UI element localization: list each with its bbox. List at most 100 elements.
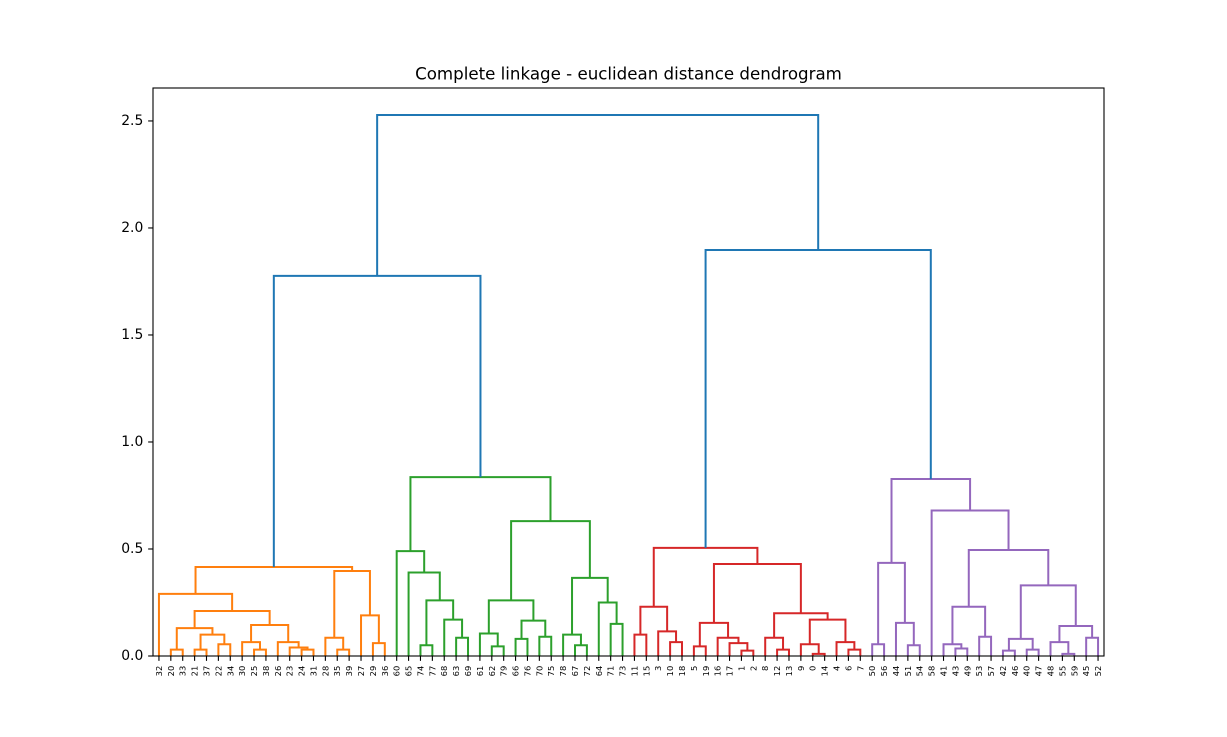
leaf-label: 50 bbox=[867, 666, 877, 677]
dendrogram-link bbox=[978, 635, 993, 656]
leaf-label: 19 bbox=[701, 666, 711, 677]
leaf-label: 0 bbox=[808, 666, 818, 671]
dendrogram-link bbox=[455, 636, 470, 656]
dendrogram-link bbox=[597, 601, 618, 656]
leaf-label: 58 bbox=[927, 666, 937, 677]
leaf-label: 59 bbox=[1069, 666, 1079, 677]
y-tick-label: 1.0 bbox=[121, 434, 143, 450]
y-tick-label: 2.5 bbox=[121, 113, 143, 129]
leaf-label: 29 bbox=[368, 666, 378, 677]
leaf-label: 57 bbox=[986, 666, 996, 677]
leaf-label: 31 bbox=[308, 666, 318, 677]
leaf-label: 55 bbox=[1057, 666, 1067, 677]
x-axis: 32 20 33 21 37 22 34 30 25 38 26 23 24 31 28 35 39 27 29 36… bbox=[154, 656, 1103, 676]
leaf-label: 45 bbox=[1081, 666, 1091, 677]
dendrogram-link bbox=[712, 562, 802, 623]
dendrogram-link bbox=[967, 549, 1050, 607]
leaf-label: 2 bbox=[748, 666, 758, 671]
dendrogram-link bbox=[652, 546, 759, 607]
dendrogram-link bbox=[1085, 636, 1100, 656]
leaf-label: 70 bbox=[534, 666, 544, 677]
leaf-label: 41 bbox=[939, 666, 949, 677]
leaf-label: 5 bbox=[689, 666, 699, 671]
dendrogram-link bbox=[487, 599, 535, 634]
dendrogram-link bbox=[669, 641, 683, 656]
leaf-label: 75 bbox=[546, 666, 556, 677]
leaf-label: 17 bbox=[725, 666, 735, 677]
leaf-label: 62 bbox=[487, 666, 497, 677]
leaf-label: 35 bbox=[332, 666, 342, 677]
dendrogram-link bbox=[194, 565, 354, 594]
leaf-label: 44 bbox=[891, 666, 901, 677]
leaf-label: 16 bbox=[713, 666, 723, 677]
dendrogram-link bbox=[1019, 584, 1077, 639]
leaf-label: 26 bbox=[273, 666, 283, 677]
dendrogram-link bbox=[942, 643, 963, 656]
leaf-label: 48 bbox=[1046, 666, 1056, 677]
leaf-label: 13 bbox=[784, 666, 794, 677]
dendrogram-link bbox=[336, 648, 351, 656]
leaf-label: 22 bbox=[213, 666, 223, 677]
leaf-label: 27 bbox=[356, 666, 366, 677]
dendrogram-link bbox=[419, 644, 434, 656]
leaf-label: 33 bbox=[178, 666, 188, 677]
dendrogram-link bbox=[906, 644, 921, 656]
dendrogram-link bbox=[409, 476, 552, 552]
y-tick-label: 0.5 bbox=[121, 541, 143, 557]
leaf-label: 52 bbox=[1093, 666, 1103, 677]
dendrogram-link bbox=[951, 605, 987, 645]
leaf-label: 15 bbox=[641, 666, 651, 677]
dendrogram-link bbox=[514, 637, 529, 656]
dendrogram-link bbox=[704, 249, 932, 548]
leaf-label: 18 bbox=[677, 666, 687, 677]
dendrogram-link bbox=[510, 520, 591, 601]
dendrogram-link bbox=[930, 509, 1010, 656]
leaf-label: 54 bbox=[915, 666, 925, 677]
leaf-label: 40 bbox=[1022, 666, 1032, 677]
leaf-label: 79 bbox=[499, 666, 509, 677]
dendrogram-link bbox=[360, 614, 380, 656]
dendrogram-link bbox=[333, 570, 371, 638]
dendrogram-link bbox=[871, 643, 886, 656]
leaf-label: 37 bbox=[201, 666, 211, 677]
dendrogram-link bbox=[776, 648, 790, 656]
dendrogram-link bbox=[808, 618, 847, 645]
dendrogram-link bbox=[407, 571, 441, 656]
axes-frame bbox=[152, 87, 1105, 657]
leaf-label: 78 bbox=[558, 666, 568, 677]
leaf-label: 72 bbox=[582, 666, 592, 677]
dendrogram-link bbox=[716, 636, 740, 656]
leaf-label: 39 bbox=[344, 666, 354, 677]
dendrogram-link bbox=[894, 621, 915, 656]
dendrogram-link bbox=[490, 645, 505, 656]
dendrogram-link bbox=[692, 645, 707, 656]
leaf-label: 51 bbox=[903, 666, 913, 677]
leaf-label: 56 bbox=[879, 666, 889, 677]
leaf-label: 53 bbox=[974, 666, 984, 677]
leaf-label: 47 bbox=[1034, 666, 1044, 677]
dendrogram-link bbox=[698, 621, 730, 647]
dendrogram-link bbox=[877, 561, 906, 645]
leaf-label: 60 bbox=[392, 666, 402, 677]
dendrogram-link bbox=[253, 648, 267, 656]
leaf-label: 3 bbox=[653, 666, 663, 671]
y-tick-label: 0.0 bbox=[121, 648, 143, 664]
dendrogram-link bbox=[847, 648, 862, 656]
leaf-label: 66 bbox=[511, 666, 521, 677]
dendrogram-link bbox=[1049, 641, 1070, 656]
leaf-label: 8 bbox=[760, 666, 770, 671]
dendrogram-link bbox=[199, 633, 226, 650]
leaf-label: 68 bbox=[439, 666, 449, 677]
dendrogram-link bbox=[193, 610, 271, 629]
leaf-label: 21 bbox=[190, 666, 200, 677]
dendrogram-link bbox=[276, 641, 300, 656]
dendrogram-link bbox=[811, 652, 826, 656]
dendrogram-link bbox=[175, 627, 214, 650]
leaf-label: 9 bbox=[796, 666, 806, 671]
y-tick-label: 2.0 bbox=[121, 220, 143, 236]
dendrogram-link bbox=[764, 636, 785, 656]
dendrogram-link bbox=[954, 647, 969, 656]
leaf-label: 61 bbox=[475, 666, 485, 677]
leaf-label: 77 bbox=[427, 666, 437, 677]
dendrogram-link bbox=[250, 623, 290, 643]
